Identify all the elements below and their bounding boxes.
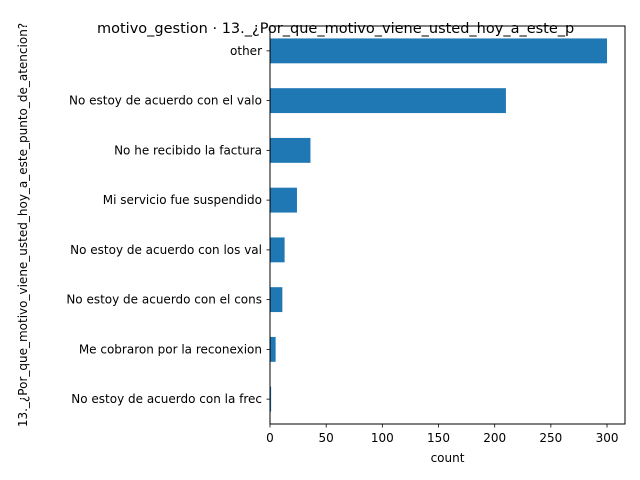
x-tick-labels: 0 50 100 150 200 250 300: [266, 424, 618, 445]
y-tick-label-4: No estoy de acuerdo con los val: [70, 243, 262, 257]
y-axis-label: 13._¿Por_que_motivo_viene_usted_hoy_a_es…: [16, 23, 30, 427]
bar-7: [270, 386, 272, 412]
x-tick-label-3: 150: [427, 431, 450, 445]
bar-6: [270, 336, 276, 362]
plot-frame: [269, 25, 626, 425]
bars-group: [270, 38, 608, 412]
x-tick-label-4: 200: [483, 431, 506, 445]
x-tick-label-5: 250: [539, 431, 562, 445]
y-tick-label-2: No he recibido la factura: [114, 143, 262, 157]
chart-title: motivo_gestion · 13._¿Por_que_motivo_vie…: [97, 21, 574, 37]
x-tick-label-6: 300: [596, 431, 619, 445]
bar-4: [270, 237, 285, 263]
bar-3: [270, 187, 297, 213]
bar-2: [270, 137, 311, 163]
x-tick-label-1: 50: [319, 431, 334, 445]
x-tick-label-2: 100: [371, 431, 394, 445]
y-tick-label-1: No estoy de acuerdo con el valo: [69, 94, 262, 108]
y-tick-label-5: No estoy de acuerdo con el cons: [66, 293, 262, 307]
bar-5: [270, 287, 283, 313]
y-tick-label-3: Mi servicio fue suspendido: [103, 193, 262, 207]
x-tick-label-0: 0: [266, 431, 274, 445]
x-axis-label: count: [431, 451, 465, 465]
y-tick-label-7: No estoy de acuerdo con la frec: [71, 392, 262, 406]
y-tick-labels: other No estoy de acuerdo con el valo No h…: [66, 44, 270, 406]
y-tick-label-6: Me cobraron por la reconexion: [79, 342, 262, 356]
y-tick-label-0: other: [230, 44, 262, 58]
bar-0: [270, 38, 608, 64]
bar-1: [270, 88, 506, 114]
